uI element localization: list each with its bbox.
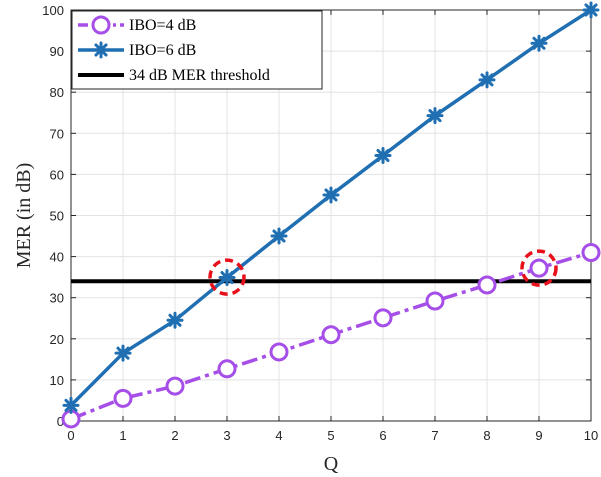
y-tick-label: 50 <box>50 209 64 224</box>
y-tick-label: 80 <box>50 85 64 100</box>
x-tick-label: 2 <box>171 428 178 443</box>
series-0 <box>61 242 601 429</box>
x-tick-label: 3 <box>223 428 230 443</box>
legend-label: 34 dB MER threshold <box>129 67 270 84</box>
series-marker <box>321 325 341 345</box>
y-tick-label: 0 <box>57 414 64 429</box>
series-marker <box>269 342 289 362</box>
y-tick-label: 40 <box>50 250 64 265</box>
x-tick-label: 6 <box>379 428 386 443</box>
x-tick-label: 8 <box>483 428 490 443</box>
y-tick-label: 30 <box>50 291 64 306</box>
series-marker <box>113 388 133 408</box>
legend-marker <box>91 15 111 35</box>
legend-item: IBO=6 dB <box>78 41 196 59</box>
marker-stroke <box>64 398 78 412</box>
highlight-circle <box>520 249 558 287</box>
series-marker <box>62 396 80 414</box>
legend-item: 34 dB MER threshold <box>78 67 270 84</box>
series-marker <box>425 291 445 311</box>
marker-stroke <box>94 43 108 57</box>
series-marker <box>217 359 237 379</box>
series-layer <box>61 1 601 429</box>
series-marker <box>373 308 393 328</box>
marker-stroke <box>480 73 494 87</box>
series-marker <box>530 34 548 52</box>
series-marker <box>426 107 444 125</box>
marker-stroke <box>532 36 546 50</box>
x-tick-label: 5 <box>327 428 334 443</box>
marker-stroke <box>168 313 182 327</box>
series-marker <box>374 146 392 164</box>
series-marker <box>582 1 600 19</box>
x-tick-label: 0 <box>67 428 74 443</box>
series-marker <box>270 227 288 245</box>
y-tick-label: 100 <box>42 3 64 18</box>
series-marker <box>166 311 184 329</box>
marker-stroke <box>116 346 130 360</box>
series-marker <box>114 344 132 362</box>
legend-item: IBO=4 dB <box>78 15 196 35</box>
x-axis-title: Q <box>324 453 339 475</box>
marker-stroke <box>584 3 598 17</box>
y-axis-title: MER (in dB) <box>13 163 35 269</box>
series-marker <box>165 376 185 396</box>
series-marker <box>581 242 601 262</box>
y-tick-label: 90 <box>50 44 64 59</box>
marker-stroke <box>324 188 338 202</box>
legend-label: IBO=6 dB <box>129 42 196 59</box>
marker-stroke <box>376 148 390 163</box>
series-1 <box>62 1 600 414</box>
y-tick-label: 20 <box>50 332 64 347</box>
x-tick-label: 7 <box>431 428 438 443</box>
legend-marker <box>92 41 110 59</box>
marker-stroke <box>220 271 234 285</box>
series-marker <box>477 275 497 295</box>
x-tick-label: 4 <box>275 428 282 443</box>
series-marker <box>218 269 236 287</box>
x-tick-label: 10 <box>584 428 598 443</box>
y-tick-label: 70 <box>50 126 64 141</box>
series-marker <box>322 186 340 204</box>
y-tick-label: 60 <box>50 167 64 182</box>
marker-stroke <box>272 229 286 243</box>
highlight-circle <box>208 258 246 296</box>
x-tick-label: 9 <box>535 428 542 443</box>
highlight-layer <box>208 249 558 296</box>
series-marker <box>529 258 549 278</box>
y-axis-ticks: 0 10 20 30 40 50 60 70 80 90 100 <box>42 3 591 429</box>
y-tick-label: 10 <box>50 373 64 388</box>
series-marker <box>478 71 496 89</box>
legend: IBO=4 dB IBO=6 dB 34 dB MER threshold <box>71 10 323 90</box>
x-axis-ticks: 0 1 2 3 4 5 6 7 8 9 10 <box>67 10 598 443</box>
x-tick-label: 1 <box>119 428 126 443</box>
legend-label: IBO=4 dB <box>129 17 196 34</box>
marker-stroke <box>428 109 442 123</box>
